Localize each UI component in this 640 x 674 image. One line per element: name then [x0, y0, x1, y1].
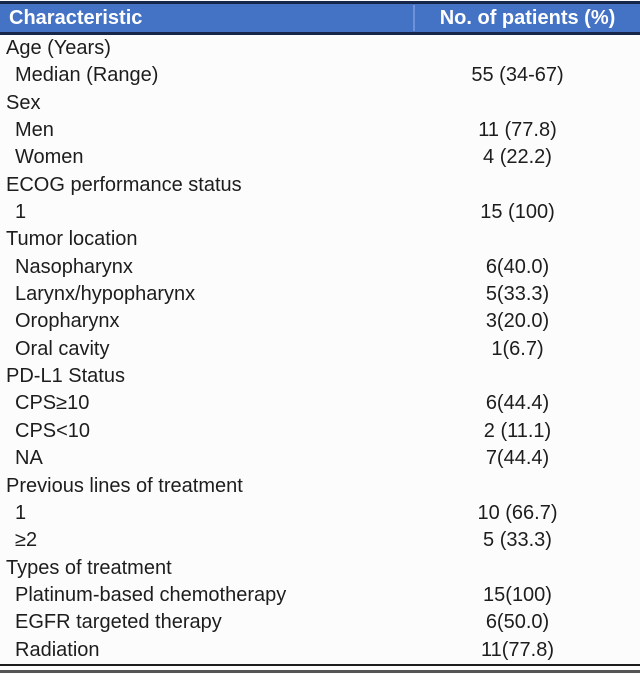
- table-row: Oropharynx 3(20.0): [0, 308, 640, 335]
- row-value: 6(40.0): [485, 255, 550, 278]
- column-header-patients: No. of patients (%): [439, 6, 616, 29]
- row-label: EGFR targeted therapy: [15, 611, 222, 634]
- row-label: Sex: [6, 91, 41, 114]
- table-row: Women 4 (22.2): [0, 144, 640, 171]
- table-row: 1 10 (66.7): [0, 500, 640, 527]
- table-row: ECOG performance status: [0, 172, 640, 199]
- row-label: 1: [15, 501, 27, 524]
- row-label: ≥2: [15, 529, 38, 552]
- row-label: Oral cavity: [15, 337, 110, 360]
- row-label: Larynx/hypopharynx: [15, 283, 196, 306]
- row-label: ECOG performance status: [6, 173, 242, 196]
- table-row: Median (Range) 55 (34-67): [0, 62, 640, 89]
- row-value: 3(20.0): [485, 310, 550, 333]
- table-row: Types of treatment: [0, 555, 640, 582]
- table-row: NA 7(44.4): [0, 445, 640, 472]
- table-row: PD-L1 Status: [0, 363, 640, 390]
- row-value: 6(44.4): [485, 392, 550, 415]
- row-label: 1: [15, 201, 27, 224]
- row-value: 5(33.3): [485, 283, 550, 306]
- table-row: Sex: [0, 90, 640, 117]
- table-row: Larynx/hypopharynx 5(33.3): [0, 281, 640, 308]
- table-header: Characteristic No. of patients (%): [0, 1, 640, 35]
- row-label: Nasopharynx: [15, 255, 133, 278]
- row-value: 55 (34-67): [471, 64, 564, 87]
- row-label: Platinum-based chemotherapy: [15, 583, 287, 606]
- row-value: 7(44.4): [485, 447, 550, 470]
- table-row: Tumor location: [0, 226, 640, 253]
- header-column-divider: [413, 5, 415, 31]
- table-row: Age (Years): [0, 35, 640, 62]
- row-label: Median (Range): [15, 64, 159, 87]
- table-bottom-rule-thick: [0, 670, 640, 673]
- row-label: Age (Years): [6, 37, 111, 59]
- row-label: Tumor location: [6, 228, 138, 251]
- row-label: CPS<10: [15, 419, 91, 442]
- table-body: Age (Years) Median (Range) 55 (34-67) Se…: [0, 35, 640, 664]
- table-row: CPS<10 2 (11.1): [0, 418, 640, 445]
- table-row: Nasopharynx 6(40.0): [0, 254, 640, 281]
- row-value: 6(50.0): [485, 611, 550, 634]
- table-row: ≥2 5 (33.3): [0, 527, 640, 554]
- row-value: 2 (11.1): [483, 419, 552, 442]
- row-value: 11(77.8): [480, 638, 554, 661]
- row-label: PD-L1 Status: [6, 365, 125, 388]
- table-row: Radiation 11(77.8): [0, 637, 640, 664]
- row-label: Radiation: [15, 638, 100, 661]
- row-value: 15 (100): [480, 201, 555, 224]
- row-label: Types of treatment: [6, 556, 172, 579]
- row-value: 1(6.7): [491, 337, 544, 360]
- table-row: EGFR targeted therapy 6(50.0): [0, 609, 640, 636]
- row-value: 11 (77.8): [478, 119, 557, 142]
- table-row: 1 15 (100): [0, 199, 640, 226]
- table-row: Platinum-based chemotherapy 15(100): [0, 582, 640, 609]
- row-label: Men: [15, 119, 54, 142]
- row-label: Previous lines of treatment: [6, 474, 243, 497]
- table-row: Men 11 (77.8): [0, 117, 640, 144]
- column-header-characteristic: Characteristic: [9, 6, 143, 29]
- row-value: 4 (22.2): [483, 146, 552, 169]
- table-bottom-rule-thin: [0, 664, 640, 666]
- row-label: CPS≥10: [15, 392, 90, 415]
- row-label: Women: [15, 146, 84, 169]
- row-value: 5 (33.3): [483, 529, 552, 552]
- row-value: 15(100): [483, 583, 552, 606]
- row-label: Oropharynx: [15, 310, 120, 333]
- table-row: Oral cavity 1(6.7): [0, 336, 640, 363]
- table-row: CPS≥10 6(44.4): [0, 390, 640, 417]
- row-value: 10 (66.7): [477, 501, 558, 524]
- row-label: NA: [15, 447, 43, 470]
- table-row: Previous lines of treatment: [0, 473, 640, 500]
